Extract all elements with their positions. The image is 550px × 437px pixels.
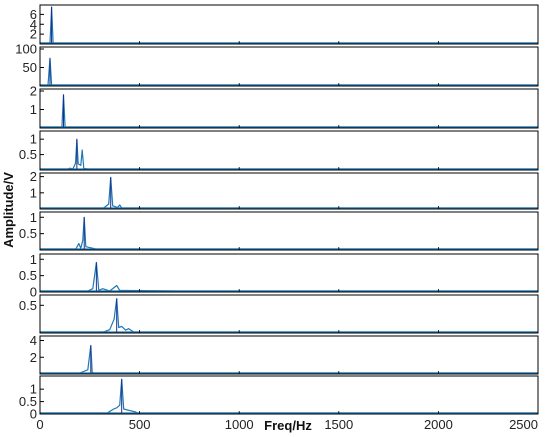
panel-7-ytick-label-3: 1 xyxy=(30,252,37,267)
panel-4: 0.51 xyxy=(19,130,539,171)
panel-2-ytick-label-1: 50 xyxy=(23,60,37,75)
panel-4-ytick-label-1: 0.5 xyxy=(19,147,37,162)
panel-6: 0.51 xyxy=(19,210,539,251)
x-tick-label-5: 2000 xyxy=(424,417,453,432)
panel-5-ytick-label-1: 1 xyxy=(30,185,37,200)
panel-1-trace xyxy=(40,6,538,44)
panel-10-ytick-label-2: 0.5 xyxy=(19,394,37,409)
panel-8-ytick-label-1: 0.5 xyxy=(19,298,37,313)
panel-6-ytick-label-1: 0.5 xyxy=(19,226,37,241)
panel-7: 00.51 xyxy=(19,252,539,300)
panel-2-trace xyxy=(40,57,538,86)
y-axis-label: Amplitude/V xyxy=(1,172,16,248)
panel-6-ytick-label-2: 1 xyxy=(30,210,37,225)
panel-5: 12 xyxy=(30,169,539,210)
panel-9-ytick-label-1: 2 xyxy=(30,350,37,365)
panel-1: 246 xyxy=(30,4,539,45)
x-tick-label-2: 500 xyxy=(129,417,151,432)
panel-9: 24 xyxy=(30,333,539,375)
x-tick-label-4: 1500 xyxy=(324,417,353,432)
panel-6-frame xyxy=(39,211,539,251)
panel-9-trace xyxy=(40,344,538,374)
panel-3-ytick-label-1: 1 xyxy=(30,102,37,117)
panel-10-ytick-label-3: 1 xyxy=(30,382,37,397)
x-axis: 0 500 1000 1500 2000 2500 xyxy=(36,417,538,432)
panel-7-trace xyxy=(40,261,538,292)
panel-10-trace xyxy=(40,378,538,414)
panel-1-ytick-label-1: 2 xyxy=(30,27,37,42)
x-tick-label-6: 2500 xyxy=(509,417,538,432)
panel-10-ytick-label-1: 0 xyxy=(30,407,37,422)
panel-6-trace xyxy=(40,216,538,250)
panel-3-ytick-label-2: 2 xyxy=(30,84,37,99)
panel-10: 00.51 xyxy=(19,375,539,422)
panel-1-ytick-label-2: 4 xyxy=(30,17,37,32)
panel-3-trace xyxy=(40,94,538,128)
panel-7-ytick-label-1: 0 xyxy=(30,285,37,300)
panel-8: 0.5 xyxy=(19,294,539,334)
panel-7-ytick-label-2: 0.5 xyxy=(19,268,37,283)
x-tick-label-3: 1000 xyxy=(225,417,254,432)
panel-5-trace xyxy=(40,176,538,209)
panel-4-trace xyxy=(40,138,538,170)
panel-2-frame xyxy=(39,46,539,87)
panel-1-ytick-label-3: 6 xyxy=(30,7,37,22)
panel-3: 12 xyxy=(30,84,539,129)
x-axis-label: Freq/Hz xyxy=(264,418,312,433)
panel-10-frame xyxy=(39,375,539,415)
panel-9-ytick-label-2: 4 xyxy=(30,333,37,348)
panel-9-frame xyxy=(39,335,539,375)
panel-1-frame xyxy=(39,4,539,45)
panel-5-frame xyxy=(39,172,539,210)
panel-4-ytick-label-2: 1 xyxy=(30,132,37,147)
panel-5-ytick-label-2: 2 xyxy=(30,169,37,184)
panel-4-frame xyxy=(39,130,539,171)
panel-7-frame xyxy=(39,253,539,293)
panel-3-frame xyxy=(39,88,539,129)
panel-8-trace xyxy=(40,298,538,333)
panel-2-ytick-label-2: 100 xyxy=(15,42,37,57)
x-tick-label-1: 0 xyxy=(36,417,43,432)
panel-8-frame xyxy=(39,294,539,334)
